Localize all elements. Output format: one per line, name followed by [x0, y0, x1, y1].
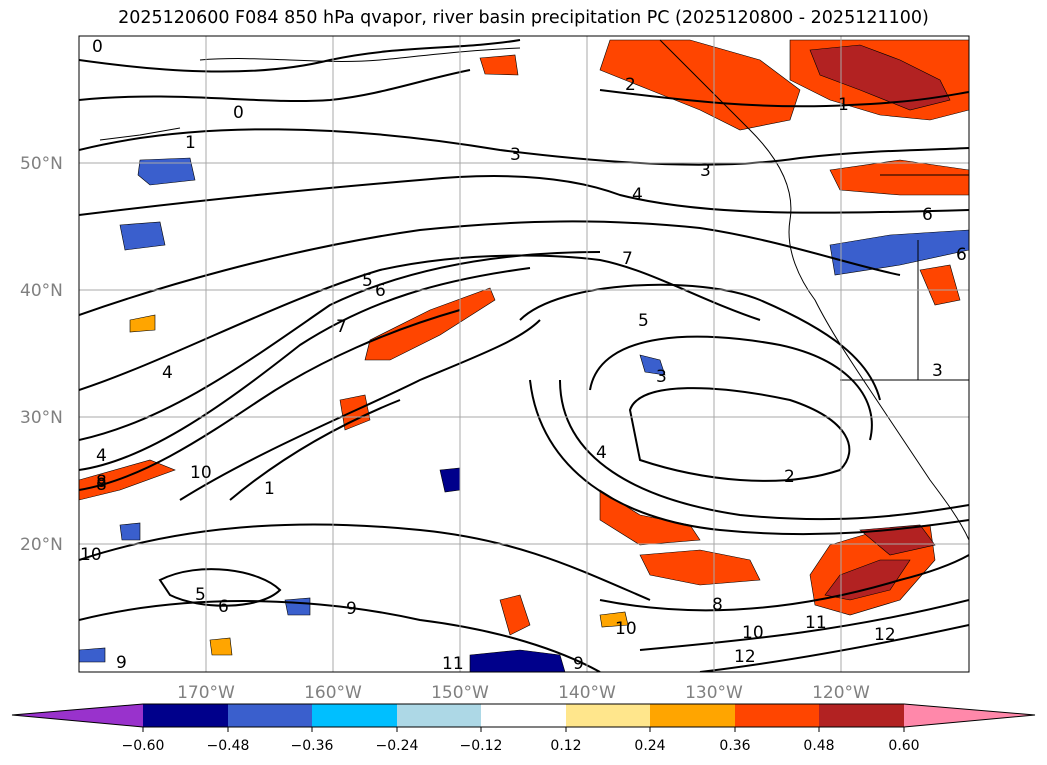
contour-label: 12 [734, 647, 756, 667]
contour-label: 7 [336, 317, 347, 337]
lon-label: 140°W [558, 683, 616, 703]
lat-label: 50°N [20, 154, 63, 174]
colorbar-tick-label: 0.36 [719, 738, 750, 754]
contour-label: 2 [784, 467, 795, 487]
colorbar-segment [819, 704, 904, 727]
longitude-labels: 170°W 160°W 150°W 140°W 130°W 120°W [177, 683, 870, 703]
latitude-labels: 50°N 40°N 30°N 20°N [20, 154, 63, 555]
contour-label: 2 [625, 75, 636, 95]
contour-labels: 0 0 1 2 3 3 4 5 6 7 5 4 3 2 1 10 8 4 7 4… [80, 37, 967, 674]
contour-label: 7 [622, 249, 633, 269]
contour-label: 8 [96, 472, 107, 492]
colorbar-tick-label: 0.24 [634, 738, 665, 754]
contour-label: 5 [362, 271, 373, 291]
colorbar-tick-label: −0.24 [376, 738, 419, 754]
contour-label: 6 [922, 205, 933, 225]
lon-label: 120°W [812, 683, 870, 703]
contour-label: 10 [190, 463, 212, 483]
colorbar-segment [650, 704, 735, 727]
lon-label: 170°W [177, 683, 235, 703]
contour-label: 3 [510, 145, 521, 165]
map-frame [78, 35, 970, 673]
contour-label: 10 [615, 619, 637, 639]
contour-label: 1 [264, 479, 275, 499]
contour-label: 9 [116, 653, 127, 673]
negative-pc-shading [79, 157, 969, 672]
lon-label: 130°W [685, 683, 743, 703]
colorbar-segment [735, 704, 819, 727]
colorbar-segment [312, 704, 397, 727]
graticule [79, 36, 969, 672]
colorbar-segment [228, 704, 312, 727]
colorbar-tick-label: −0.36 [291, 738, 334, 754]
coastline [99, 39, 969, 541]
contour-label: 5 [195, 585, 206, 605]
contour-label: 9 [573, 654, 584, 674]
colorbar-tick-label: 0.60 [888, 738, 919, 754]
lat-label: 20°N [20, 535, 63, 555]
contour-label: 8 [96, 475, 107, 495]
map-plot-area: 0 0 1 2 3 3 4 5 6 7 5 4 3 2 1 10 8 4 7 4… [79, 36, 969, 674]
contour-label: 6 [956, 245, 967, 265]
lat-label: 40°N [20, 281, 63, 301]
contour-label: 3 [932, 361, 943, 381]
contour-label: 1 [838, 95, 849, 115]
colorbar-segment [566, 704, 650, 727]
contour-label: 5 [638, 311, 649, 331]
colorbar-tick-label: −0.12 [460, 738, 503, 754]
colorbar-segment [143, 704, 228, 727]
colorbar-tick-label: −0.48 [207, 738, 250, 754]
contour-label: 11 [442, 654, 464, 674]
contour-label: 12 [874, 625, 896, 645]
positive-pc-shading [79, 39, 969, 656]
colorbar-segment [904, 704, 1035, 727]
contour-label: 8 [712, 595, 723, 615]
contour-label: 3 [700, 161, 711, 181]
contour-label: 6 [218, 597, 229, 617]
qvapor-contours [79, 39, 969, 672]
colorbar-segment [397, 704, 481, 727]
contour-label: 6 [375, 281, 386, 301]
colorbar: −0.60 −0.48 −0.36 −0.24 −0.12 0.12 0.24 … [11, 703, 1036, 754]
contour-label: 4 [596, 443, 607, 463]
map-title: 2025120600 F084 850 hPa qvapor, river ba… [118, 8, 929, 28]
lon-label: 150°W [431, 683, 489, 703]
colorbar-segment [12, 704, 143, 727]
colorbar-tick-label: 0.12 [550, 738, 581, 754]
contour-label: 11 [805, 613, 827, 633]
colorbar-tick-label: 0.48 [803, 738, 834, 754]
colorbar-segment [481, 704, 566, 727]
contour-label: 10 [742, 623, 764, 643]
contour-label: 10 [80, 545, 102, 565]
contour-label: 1 [185, 133, 196, 153]
contour-label: 4 [632, 185, 643, 205]
lon-label: 160°W [304, 683, 362, 703]
contour-label: 3 [656, 367, 667, 387]
contour-label: 0 [233, 103, 244, 123]
contour-label: 4 [162, 363, 173, 383]
contour-label: 4 [96, 446, 107, 466]
contour-label: 9 [346, 599, 357, 619]
lat-label: 30°N [20, 408, 63, 428]
colorbar-tick-label: −0.60 [122, 738, 165, 754]
contour-label: 0 [92, 37, 103, 57]
